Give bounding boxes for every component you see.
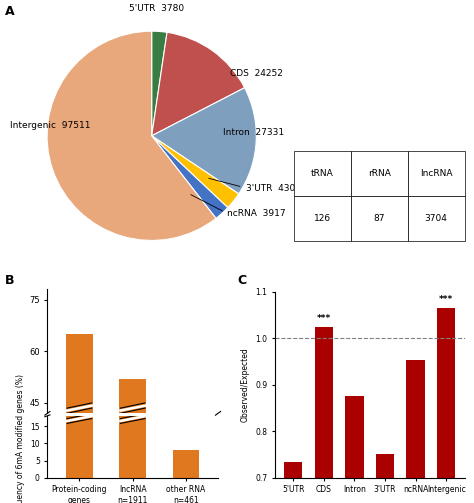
Bar xyxy=(66,334,93,503)
Bar xyxy=(345,396,364,503)
Wedge shape xyxy=(152,88,256,194)
Bar xyxy=(376,454,394,503)
Text: CDS  24252: CDS 24252 xyxy=(230,68,283,77)
Bar xyxy=(315,326,333,503)
Bar xyxy=(119,379,146,503)
Wedge shape xyxy=(152,31,167,136)
Wedge shape xyxy=(152,32,245,136)
Y-axis label: Observed/Expected: Observed/Expected xyxy=(241,348,250,422)
Text: 5'UTR  3780: 5'UTR 3780 xyxy=(129,4,184,13)
Wedge shape xyxy=(47,31,216,240)
Bar xyxy=(173,450,200,478)
Wedge shape xyxy=(152,136,228,218)
Text: Intron  27331: Intron 27331 xyxy=(223,128,284,137)
Text: Intergenic  97511: Intergenic 97511 xyxy=(10,121,91,130)
Y-axis label: Frequency of 6mA modified genes (%): Frequency of 6mA modified genes (%) xyxy=(16,374,25,503)
Text: C: C xyxy=(237,274,246,287)
Bar xyxy=(119,299,146,478)
Text: B: B xyxy=(5,274,14,287)
Bar xyxy=(284,462,302,503)
Text: 3'UTR  4307: 3'UTR 4307 xyxy=(246,184,301,193)
Text: ***: *** xyxy=(317,314,331,323)
Text: A: A xyxy=(5,5,14,18)
Bar xyxy=(437,308,456,503)
Bar xyxy=(66,254,93,478)
Wedge shape xyxy=(152,136,239,208)
Text: ncRNA  3917: ncRNA 3917 xyxy=(227,209,286,218)
Bar xyxy=(406,360,425,503)
Text: ***: *** xyxy=(439,295,453,304)
